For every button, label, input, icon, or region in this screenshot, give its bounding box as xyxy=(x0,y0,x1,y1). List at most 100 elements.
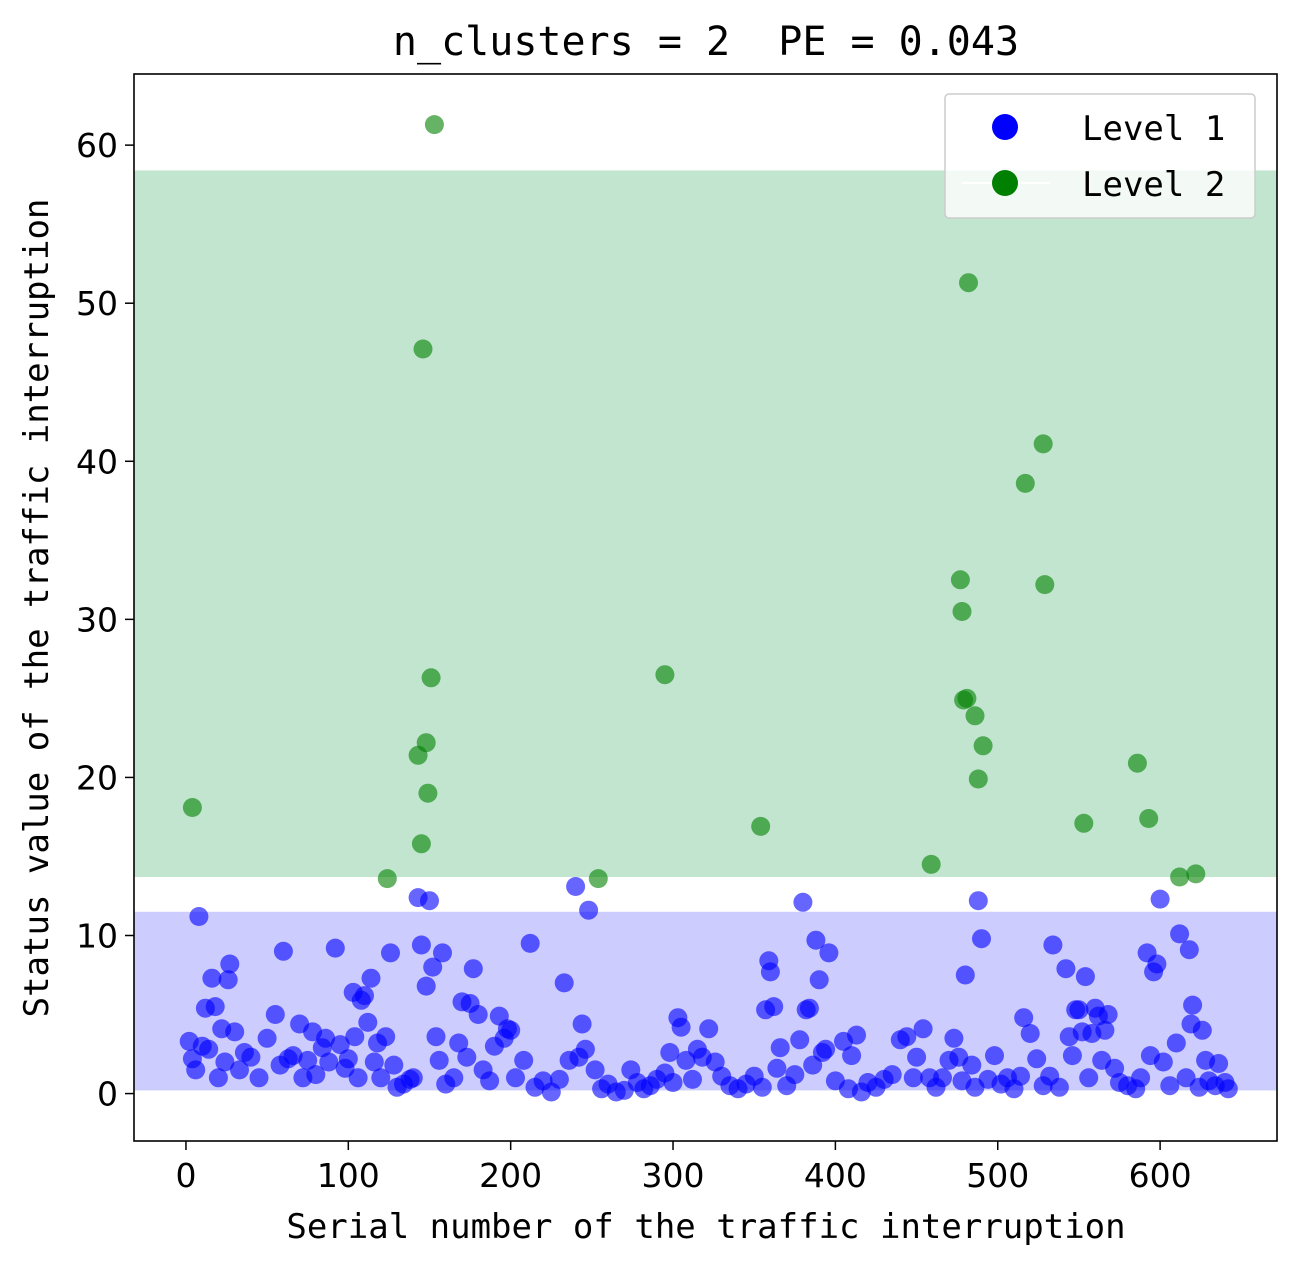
data-point-level-1 xyxy=(554,973,574,993)
y-tick-label: 40 xyxy=(76,442,118,481)
data-point-level-1 xyxy=(760,962,780,982)
x-axis-ticks: 0 100 200 300 400 500 600 xyxy=(175,1141,1192,1195)
data-point-level-1 xyxy=(501,1020,521,1040)
data-point-level-2 xyxy=(1033,434,1053,454)
data-point-level-1 xyxy=(972,929,991,949)
data-point-level-1 xyxy=(962,1055,982,1075)
data-point-level-1 xyxy=(1153,1052,1173,1072)
data-point-level-2 xyxy=(1139,809,1159,828)
data-point-level-1 xyxy=(799,998,819,1018)
data-point-level-1 xyxy=(770,1038,790,1058)
x-tick-label: 400 xyxy=(804,1156,867,1195)
data-point-level-1 xyxy=(358,1012,378,1032)
data-point-level-1 xyxy=(1166,1033,1186,1053)
legend: Level 1 Level 2 xyxy=(944,93,1256,219)
data-point-level-1 xyxy=(683,1069,702,1089)
data-point-level-1 xyxy=(572,1014,592,1034)
data-point-level-1 xyxy=(1131,1068,1151,1088)
data-point-level-1 xyxy=(205,997,225,1017)
data-point-level-1 xyxy=(371,1068,391,1088)
data-point-level-1 xyxy=(913,1019,933,1039)
data-point-level-1 xyxy=(218,970,238,990)
y-tick-label: 10 xyxy=(76,917,118,956)
data-point-level-1 xyxy=(403,1068,423,1088)
data-point-level-1 xyxy=(1043,935,1063,955)
data-point-level-1 xyxy=(330,1035,350,1055)
data-point-level-1 xyxy=(273,941,293,961)
data-point-level-1 xyxy=(348,1068,368,1088)
data-point-level-1 xyxy=(225,1022,245,1042)
data-point-level-1 xyxy=(257,1028,277,1048)
data-point-level-1 xyxy=(199,1039,219,1059)
data-point-level-1 xyxy=(345,1027,365,1047)
data-point-level-1 xyxy=(338,1049,358,1069)
data-point-level-1 xyxy=(506,1068,525,1088)
data-point-level-1 xyxy=(416,976,436,996)
data-point-level-1 xyxy=(1183,995,1203,1015)
data-point-level-1 xyxy=(355,986,374,1006)
data-point-level-1 xyxy=(241,1047,261,1067)
cluster-bands xyxy=(134,170,1277,1091)
data-point-level-1 xyxy=(1176,1068,1196,1088)
data-point-level-1 xyxy=(426,1027,446,1047)
data-point-level-1 xyxy=(842,1046,862,1066)
data-point-level-1 xyxy=(208,1068,228,1088)
x-axis-label: Serial number of the traffic interruptio… xyxy=(286,1207,1125,1247)
data-point-level-2 xyxy=(965,706,985,726)
data-point-level-1 xyxy=(1192,1020,1212,1040)
data-point-level-1 xyxy=(882,1065,902,1085)
data-point-level-1 xyxy=(933,1068,952,1088)
data-point-level-1 xyxy=(249,1068,269,1088)
legend-box xyxy=(944,93,1256,219)
data-point-level-1 xyxy=(514,1050,534,1070)
data-point-level-2 xyxy=(1015,473,1035,493)
data-point-level-1 xyxy=(903,1068,923,1088)
data-point-level-1 xyxy=(660,1043,680,1062)
data-point-level-1 xyxy=(1095,1020,1115,1040)
data-point-level-1 xyxy=(376,1027,396,1047)
data-point-level-1 xyxy=(463,959,483,979)
data-point-level-2 xyxy=(418,783,438,803)
legend-label-level-1: Level 1 xyxy=(1082,109,1225,149)
data-point-level-1 xyxy=(809,970,829,990)
y-axis-ticks: 0 10 20 30 40 50 60 xyxy=(76,126,134,1114)
data-point-level-1 xyxy=(785,1065,805,1085)
y-tick-label: 0 xyxy=(97,1075,118,1114)
data-point-level-1 xyxy=(575,1039,595,1059)
data-point-level-1 xyxy=(364,1052,384,1072)
data-point-level-1 xyxy=(1170,924,1190,944)
data-point-level-1 xyxy=(1075,967,1095,987)
data-point-level-1 xyxy=(1014,1008,1034,1028)
data-point-level-1 xyxy=(186,1060,206,1080)
data-point-level-1 xyxy=(325,938,345,958)
data-points xyxy=(179,115,1238,1102)
data-point-level-1 xyxy=(265,1005,285,1024)
data-point-level-1 xyxy=(1218,1079,1238,1099)
data-point-level-1 xyxy=(566,877,586,896)
y-axis-label: Status value of the traffic interruption xyxy=(17,199,57,1018)
data-point-level-1 xyxy=(457,1047,477,1067)
data-point-level-2 xyxy=(416,733,436,753)
data-point-level-2 xyxy=(921,854,941,874)
data-point-level-2 xyxy=(413,339,433,359)
data-point-level-2 xyxy=(950,570,970,590)
data-point-level-1 xyxy=(955,965,975,985)
data-point-level-1 xyxy=(429,1050,449,1070)
data-point-level-1 xyxy=(215,1052,235,1072)
y-tick-label: 50 xyxy=(76,284,118,323)
data-point-level-1 xyxy=(1179,940,1199,960)
data-point-level-1 xyxy=(411,935,431,955)
data-point-level-1 xyxy=(1098,1005,1118,1024)
data-point-level-1 xyxy=(1150,889,1170,909)
chart-title: n_clusters = 2 PE = 0.043 xyxy=(393,19,1019,65)
data-point-level-1 xyxy=(316,1028,336,1048)
data-point-level-1 xyxy=(585,1060,605,1080)
data-point-level-1 xyxy=(1160,1076,1180,1096)
data-point-level-1 xyxy=(985,1046,1004,1066)
data-point-level-1 xyxy=(1069,1000,1089,1020)
data-point-level-1 xyxy=(298,1050,318,1070)
data-point-level-1 xyxy=(189,907,209,926)
y-tick-label: 20 xyxy=(76,758,118,797)
data-point-level-1 xyxy=(1147,954,1167,974)
